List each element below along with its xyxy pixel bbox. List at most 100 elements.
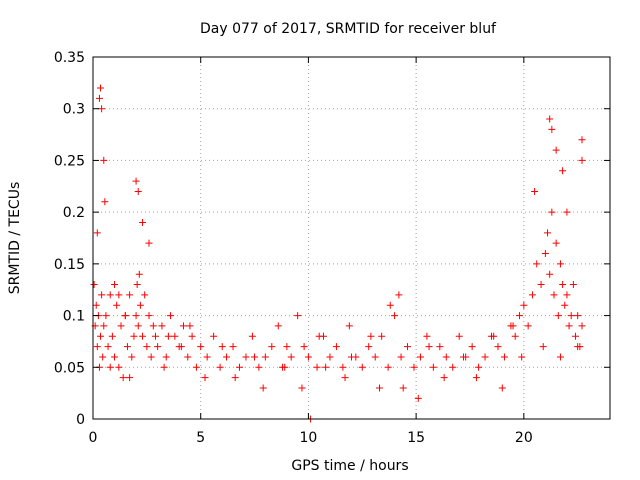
data-point xyxy=(106,291,114,299)
ticks-layer xyxy=(92,56,610,420)
data-point xyxy=(341,374,349,382)
data-point xyxy=(248,332,256,340)
data-point xyxy=(490,332,498,340)
data-point xyxy=(367,332,375,340)
data-point xyxy=(304,353,312,361)
data-point xyxy=(188,332,196,340)
x-tick-label: 10 xyxy=(300,430,318,446)
data-point xyxy=(569,281,577,289)
data-point xyxy=(126,291,134,299)
data-point xyxy=(136,301,144,309)
data-point xyxy=(167,312,175,320)
data-point xyxy=(561,301,569,309)
data-point xyxy=(565,322,573,330)
data-point xyxy=(115,363,123,371)
data-point xyxy=(416,353,424,361)
data-point xyxy=(539,343,547,351)
data-point xyxy=(104,343,112,351)
data-point xyxy=(425,343,433,351)
data-point xyxy=(460,353,468,361)
y-tick-label: 0.2 xyxy=(63,205,85,221)
data-point xyxy=(348,353,355,361)
data-point xyxy=(574,312,582,320)
data-point xyxy=(410,363,418,371)
data-point xyxy=(135,270,143,278)
data-point xyxy=(231,374,239,382)
data-point xyxy=(578,136,586,144)
data-point xyxy=(550,291,558,299)
data-point xyxy=(261,353,269,361)
data-point xyxy=(563,208,571,216)
data-point xyxy=(397,353,405,361)
data-point xyxy=(455,332,463,340)
data-point xyxy=(216,363,224,371)
data-point xyxy=(548,208,556,216)
data-point xyxy=(449,363,457,371)
data-point xyxy=(440,374,448,382)
data-point xyxy=(578,156,586,164)
data-point xyxy=(130,332,138,340)
data-point xyxy=(429,363,437,371)
data-point xyxy=(567,312,575,320)
y-tick-label: 0.1 xyxy=(63,309,85,325)
data-point xyxy=(177,343,185,351)
data-point xyxy=(218,343,226,351)
data-point xyxy=(128,353,136,361)
data-point xyxy=(283,343,291,351)
data-point xyxy=(391,312,399,320)
data-point xyxy=(298,384,306,392)
data-point xyxy=(546,270,554,278)
data-point xyxy=(235,363,243,371)
data-point xyxy=(132,177,140,185)
y-tick-label: 0.05 xyxy=(54,360,85,376)
data-point xyxy=(259,384,267,392)
data-point xyxy=(544,229,552,237)
data-point xyxy=(242,353,250,361)
data-point xyxy=(134,187,142,195)
data-point xyxy=(93,343,101,351)
data-point xyxy=(95,94,103,102)
data-point xyxy=(139,218,147,226)
y-tick-label: 0.3 xyxy=(63,102,85,118)
data-point xyxy=(133,281,141,289)
data-point xyxy=(210,332,218,340)
data-point xyxy=(559,281,567,289)
data-point xyxy=(160,363,168,371)
data-point xyxy=(97,332,105,340)
data-point xyxy=(524,322,532,330)
x-tick-labels: 0 5 10 15 20 xyxy=(89,430,533,446)
x-axis-label: GPS time / hours xyxy=(291,458,408,474)
data-point xyxy=(102,312,110,320)
data-point xyxy=(300,343,308,351)
data-point xyxy=(313,363,321,371)
data-point xyxy=(518,353,526,361)
data-point xyxy=(371,353,379,361)
y-tick-label: 0 xyxy=(76,412,85,428)
data-point xyxy=(572,332,580,340)
data-point xyxy=(556,260,564,268)
data-point xyxy=(139,332,147,340)
data-point xyxy=(578,322,586,330)
y-tick-label: 0.25 xyxy=(54,153,85,169)
data-point xyxy=(546,115,554,123)
data-point xyxy=(93,229,101,237)
data-point xyxy=(145,312,153,320)
data-point xyxy=(563,291,571,299)
data-point xyxy=(203,353,211,361)
data-point xyxy=(141,291,149,299)
data-point xyxy=(548,125,556,133)
data-point xyxy=(500,353,508,361)
data-point xyxy=(552,146,560,154)
data-point xyxy=(365,343,373,351)
data-point xyxy=(119,374,127,382)
data-point xyxy=(255,363,263,371)
data-point xyxy=(186,322,194,330)
data-point xyxy=(108,332,116,340)
data-point xyxy=(151,332,159,340)
data-point xyxy=(115,291,123,299)
data-point xyxy=(332,343,340,351)
data-point xyxy=(117,322,125,330)
data-point xyxy=(171,332,179,340)
data-point xyxy=(475,363,483,371)
